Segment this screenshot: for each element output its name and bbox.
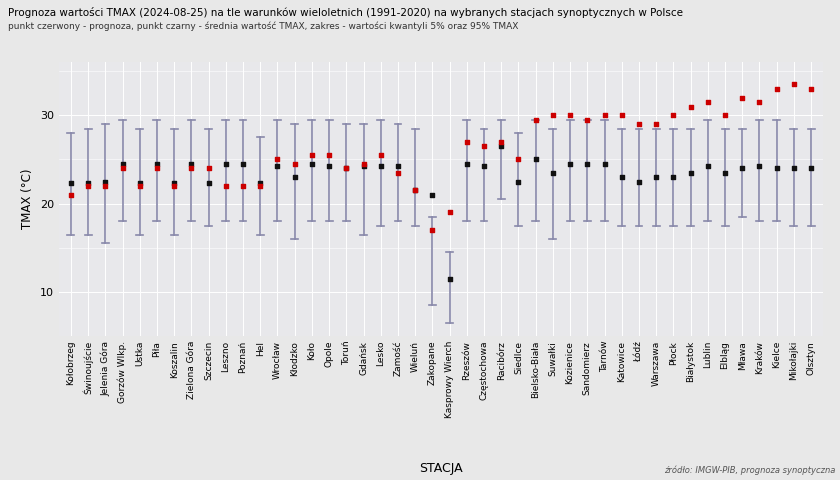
Point <box>254 182 267 190</box>
Point <box>546 169 559 177</box>
Point <box>236 160 249 168</box>
Point <box>270 162 284 169</box>
Point <box>426 226 439 234</box>
Point <box>787 81 801 88</box>
Point <box>339 165 353 172</box>
Point <box>598 160 612 168</box>
Point <box>718 111 732 119</box>
Point <box>339 165 353 172</box>
Point <box>133 182 146 190</box>
Point <box>219 182 233 190</box>
Point <box>270 156 284 163</box>
Point <box>736 94 749 102</box>
Point <box>98 178 112 185</box>
Point <box>202 180 215 187</box>
Text: punkt czerwony - prognoza, punkt czarny - średnia wartość TMAX, zakres - wartośc: punkt czerwony - prognoza, punkt czarny … <box>8 22 519 31</box>
Point <box>323 151 336 159</box>
Point <box>323 162 336 169</box>
Point <box>357 162 370 169</box>
Point <box>116 160 129 168</box>
Point <box>633 120 646 128</box>
Point <box>64 191 77 199</box>
Point <box>512 156 525 163</box>
Point <box>408 187 422 194</box>
Point <box>185 160 198 168</box>
Point <box>236 182 249 190</box>
Point <box>116 165 129 172</box>
Point <box>288 173 302 181</box>
Point <box>598 111 612 119</box>
Text: Prognoza wartości TMAX (2024-08-25) na tle warunków wieloletnich (1991-2020) na : Prognoza wartości TMAX (2024-08-25) na t… <box>8 7 684 18</box>
Point <box>391 169 405 177</box>
Point <box>167 180 181 187</box>
Point <box>219 160 233 168</box>
Point <box>495 138 508 145</box>
Point <box>305 160 318 168</box>
Point <box>649 173 663 181</box>
Point <box>288 160 302 168</box>
Point <box>305 151 318 159</box>
Point <box>374 151 387 159</box>
Point <box>391 162 405 169</box>
Point <box>615 173 628 181</box>
Point <box>580 116 594 124</box>
Point <box>202 165 215 172</box>
Point <box>753 98 766 106</box>
Point <box>374 162 387 169</box>
Point <box>150 165 164 172</box>
Point <box>64 180 77 187</box>
Point <box>805 85 818 93</box>
Y-axis label: TMAX (°C): TMAX (°C) <box>21 169 34 229</box>
Point <box>357 160 370 168</box>
Point <box>133 180 146 187</box>
Point <box>649 120 663 128</box>
Point <box>150 160 164 168</box>
Point <box>185 165 198 172</box>
Point <box>805 165 818 172</box>
Point <box>546 111 559 119</box>
Point <box>167 182 181 190</box>
Point <box>787 165 801 172</box>
Point <box>753 162 766 169</box>
Point <box>701 162 715 169</box>
Point <box>529 156 543 163</box>
Text: źródło: IMGW-PIB, prognoza synoptyczna: źródło: IMGW-PIB, prognoza synoptyczna <box>664 466 836 475</box>
Point <box>426 191 439 199</box>
Point <box>667 111 680 119</box>
Point <box>633 178 646 185</box>
Point <box>495 143 508 150</box>
Point <box>477 143 491 150</box>
Point <box>460 138 474 145</box>
Point <box>408 187 422 194</box>
Point <box>736 165 749 172</box>
Point <box>701 98 715 106</box>
Point <box>615 111 628 119</box>
Point <box>254 180 267 187</box>
Point <box>529 116 543 124</box>
Point <box>684 103 697 110</box>
Point <box>770 85 784 93</box>
Point <box>460 160 474 168</box>
Point <box>443 275 456 282</box>
Point <box>512 178 525 185</box>
Point <box>580 160 594 168</box>
Point <box>770 165 784 172</box>
Text: STACJA: STACJA <box>419 462 463 475</box>
Point <box>718 169 732 177</box>
Point <box>443 209 456 216</box>
Point <box>684 169 697 177</box>
Point <box>667 173 680 181</box>
Point <box>81 182 95 190</box>
Point <box>564 160 577 168</box>
Point <box>477 162 491 169</box>
Point <box>98 182 112 190</box>
Point <box>81 180 95 187</box>
Point <box>564 111 577 119</box>
